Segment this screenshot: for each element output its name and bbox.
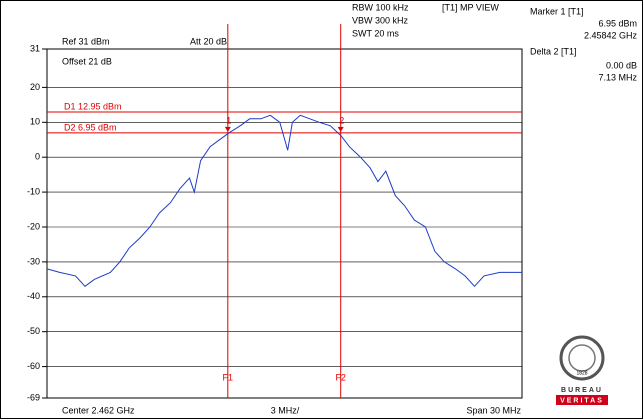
marker-label: 2 [339, 115, 344, 125]
y-tick-label: -50 [27, 326, 40, 336]
y-tick-label: -30 [27, 256, 40, 266]
ref-level: Ref 31 dBm [62, 36, 110, 46]
logo-band [556, 386, 608, 394]
y-tick-label: 31 [30, 43, 40, 53]
marker-freq: 2.45842 GHz [584, 30, 638, 40]
y-tick-label: 20 [30, 82, 40, 92]
center-label: Center 2.462 GHz [62, 405, 135, 415]
delta-title: Delta 2 [T1] [530, 46, 577, 56]
display-line-label: D2 6.95 dBm [64, 122, 117, 132]
vbw: VBW 300 kHz [352, 15, 409, 25]
marker [224, 126, 231, 132]
y-tick-label: -20 [27, 221, 40, 231]
sweep-time: SWT 20 ms [352, 28, 399, 38]
rbw: RBW 100 kHz [352, 2, 409, 12]
y-tick-label: -10 [27, 186, 40, 196]
y-tick-label: 0 [35, 152, 40, 162]
logo-text: VERITAS [560, 397, 604, 404]
logo-box [556, 395, 608, 405]
y-tick-label: -60 [27, 361, 40, 371]
trace [46, 114, 522, 288]
delta-level: 0.00 dB [606, 60, 637, 70]
logo-seal-inner [568, 344, 596, 372]
logo-year: 1828 [576, 370, 587, 376]
marker-label: 1 [226, 115, 231, 125]
display-line-label: D1 12.95 dBm [64, 101, 122, 111]
plot-frame [46, 48, 523, 399]
marker [337, 126, 344, 132]
offset: Offset 21 dB [62, 56, 112, 66]
logo-text: BUREAU [561, 387, 603, 394]
div-label: 3 MHz/ [271, 405, 300, 415]
y-tick-label: -69 [27, 392, 40, 402]
logo: 1828 BUREAU VERITAS [556, 335, 608, 405]
marker-title: Marker 1 [T1] [530, 6, 584, 16]
view-mode: [T1] MP VIEW [442, 2, 499, 12]
span-label: Span 30 MHz [466, 405, 521, 415]
frequency-line-label: F2 [335, 372, 346, 382]
frequency-line-label: F1 [223, 372, 234, 382]
marker-level: 6.95 dBm [598, 18, 637, 28]
y-tick-label: 10 [30, 117, 40, 127]
delta-freq: 7.13 MHz [598, 72, 637, 82]
logo-seal [559, 335, 605, 381]
attenuation: Att 20 dB [190, 36, 227, 46]
y-tick-label: -40 [27, 291, 40, 301]
